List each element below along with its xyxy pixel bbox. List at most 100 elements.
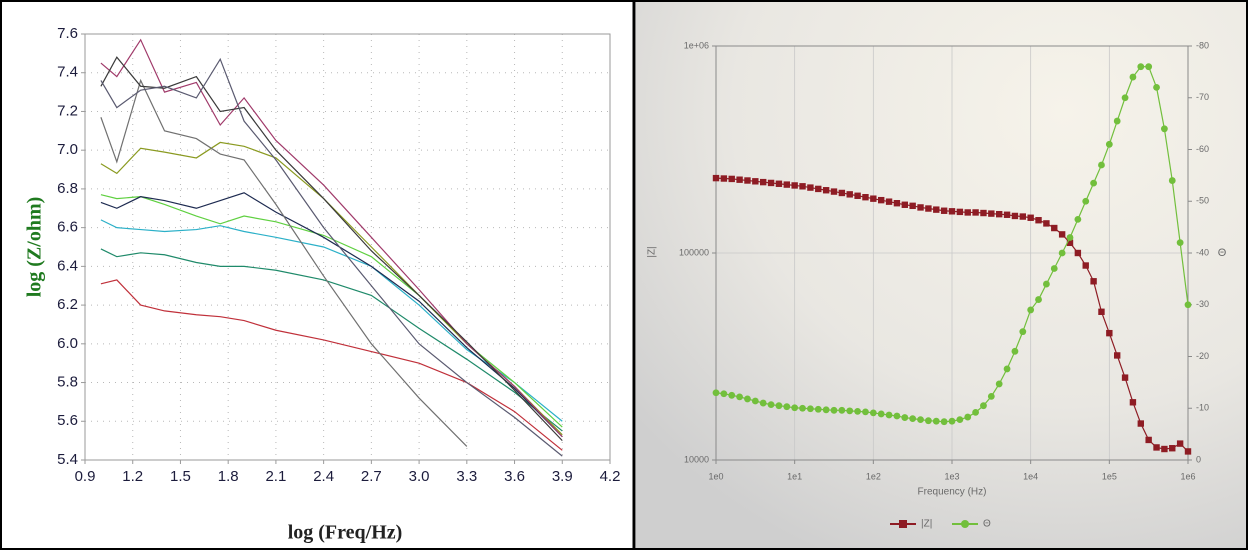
marker [846,407,854,415]
marker [893,412,901,420]
marker [1176,440,1184,447]
marker [814,405,822,413]
marker [1043,280,1050,288]
y2-tick-label: -20 [1196,351,1209,361]
photo-panel [636,2,1246,548]
x-tick-label: 1e0 [708,471,723,481]
marker [1113,117,1121,125]
y-tick-label: 7.0 [57,141,78,158]
marker [1082,262,1089,269]
marker [869,409,877,417]
y2-tick-label: -40 [1196,247,1209,257]
marker [838,189,846,197]
marker [1176,239,1184,247]
marker [1090,278,1097,285]
marker [1137,63,1145,71]
series-line [100,56,563,442]
x-tick-label: 3.0 [409,468,430,485]
marker [791,404,799,412]
marker [1035,217,1042,224]
y2-tick-label: 0 [1196,454,1201,464]
marker [995,210,1003,218]
marker [1003,211,1011,218]
y2-tick-label: -70 [1196,92,1209,102]
x-tick-label: 1e5 [1102,471,1117,481]
series-line [100,141,563,436]
marker [909,202,916,210]
marker [885,198,893,205]
y2-tick-label: -60 [1196,144,1209,154]
marker [1184,448,1192,455]
marker [917,416,924,424]
marker [775,402,783,410]
y-tick-label: 100000 [679,247,709,257]
marker [964,209,971,216]
y-tick-label: 6.0 [57,335,78,352]
marker [1098,161,1105,169]
marker [744,395,751,403]
marker [712,174,720,182]
marker [1169,445,1176,452]
marker [807,405,814,413]
legend-marker [899,520,907,528]
y-tick-label: 6.4 [57,257,78,274]
marker [815,185,822,193]
x-tick-label: 1.2 [122,468,143,485]
marker [767,401,775,409]
marker [728,391,736,399]
marker [1082,197,1090,205]
y2-tick-label: -80 [1196,40,1209,50]
marker [1105,140,1113,148]
marker [933,206,940,213]
marker [901,201,909,208]
marker [1019,328,1027,336]
legend-marker [961,520,969,528]
marker [1145,436,1152,444]
marker [1058,231,1066,238]
series-line [100,219,563,422]
marker [1137,420,1145,427]
marker [1098,308,1105,315]
x-tick-label: 1e3 [944,471,959,481]
marker [1106,329,1113,337]
marker [1090,179,1098,187]
marker [1066,239,1074,247]
marker [1121,94,1129,102]
marker [830,188,838,195]
marker [1066,234,1074,241]
marker [964,413,972,421]
marker [980,209,987,217]
x-tick-label: 3.9 [552,468,573,485]
marker [972,209,979,216]
y-tick-label: 5.8 [57,374,78,391]
x-tick-label: 0.9 [75,468,96,485]
marker [940,207,948,214]
y-tick-label: 7.4 [57,64,78,81]
x-tick-label: 4.2 [600,468,621,485]
marker [925,205,932,212]
plot-frame [84,33,611,461]
marker [1043,220,1050,227]
marker [1153,444,1160,451]
marker [1129,399,1137,406]
marker [1011,212,1019,220]
marker [877,410,885,418]
marker [720,390,728,398]
marker [822,406,830,414]
marker [736,176,743,183]
y-tick-label: 7.6 [57,25,78,42]
x-tick-label: 1e6 [1180,471,1195,481]
marker [752,178,759,185]
x-tick-label: 1.8 [218,468,239,485]
marker [822,187,830,194]
marker [744,177,751,184]
y-tick-label: 1e+06 [684,40,709,50]
y2-tick-label: -10 [1196,403,1209,413]
series-line [100,248,563,432]
marker [862,408,869,416]
marker [1074,249,1082,257]
marker [720,175,728,182]
marker [1129,73,1137,81]
marker [1011,347,1019,355]
